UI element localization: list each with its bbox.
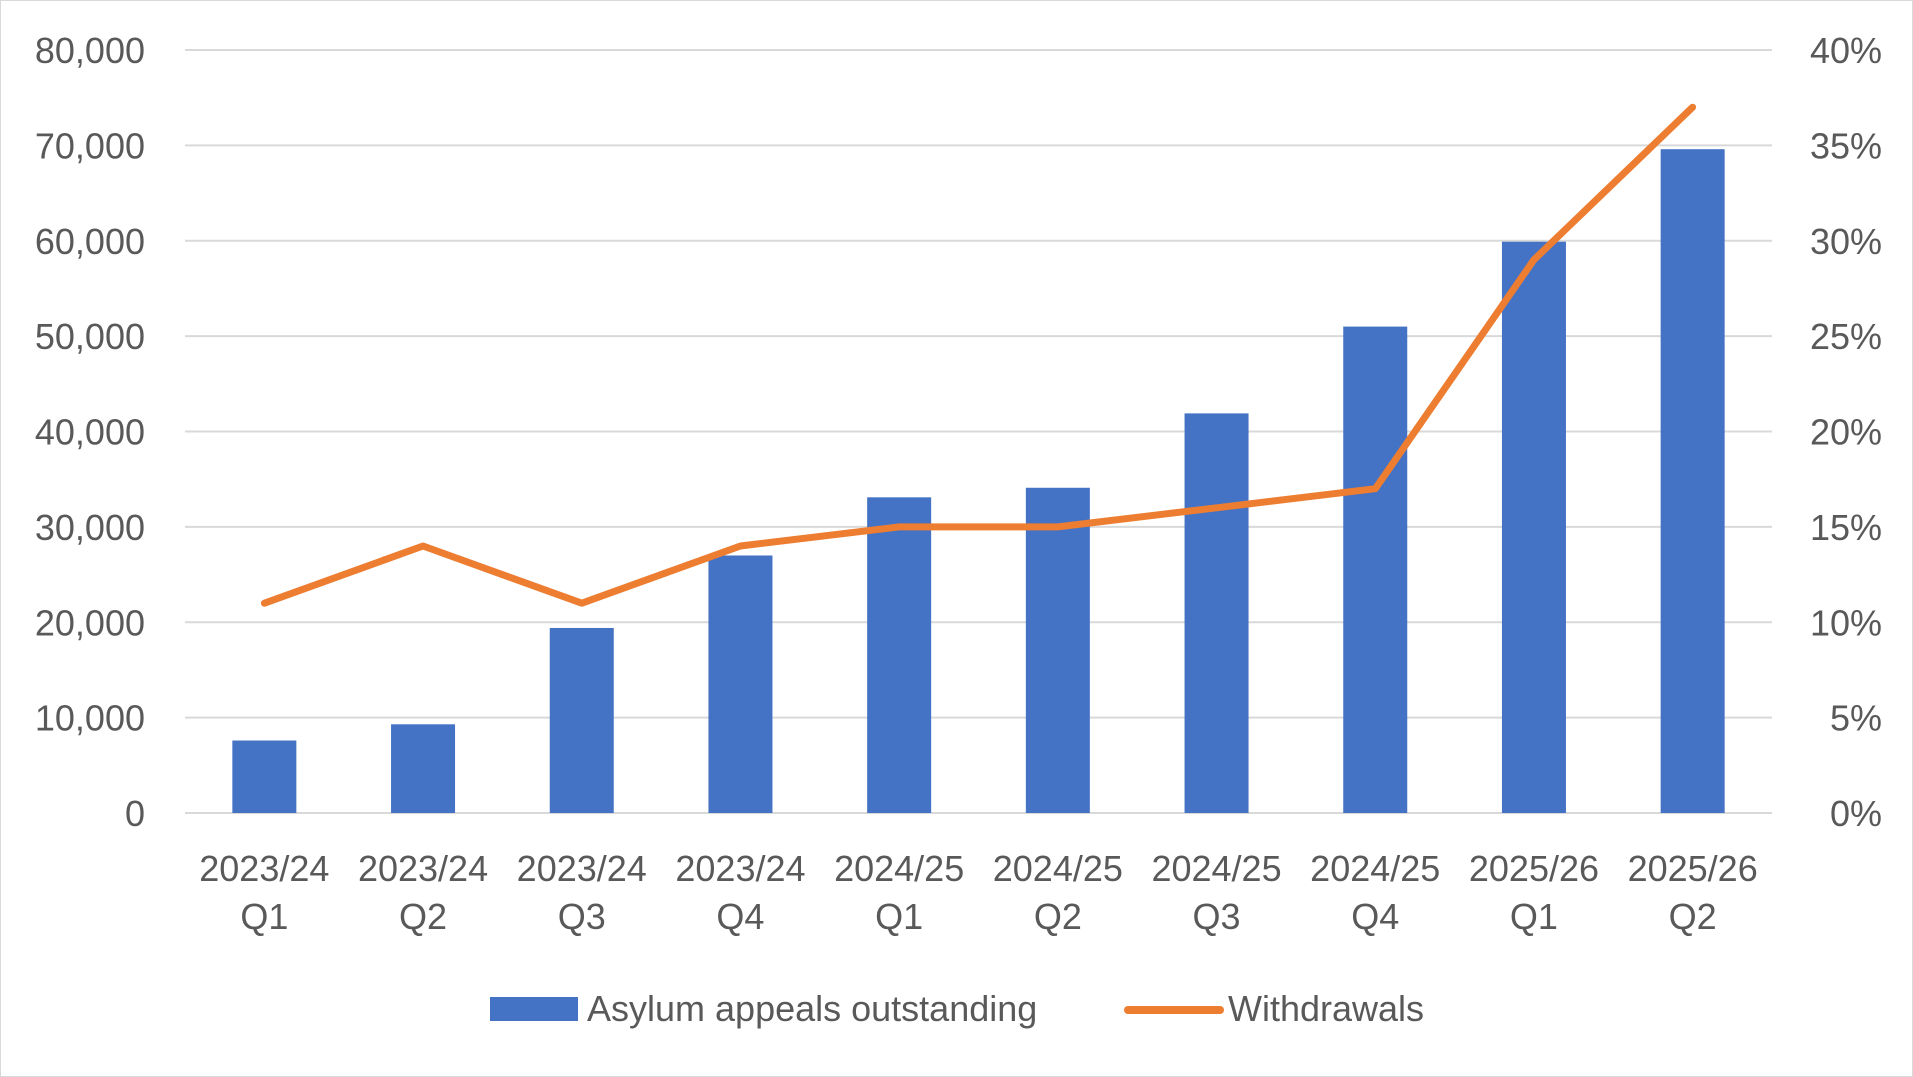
right-tick-label: 15% <box>1810 507 1882 548</box>
bar <box>1025 487 1090 813</box>
bar <box>1343 326 1408 813</box>
category-label-quarter: Q2 <box>1669 896 1717 937</box>
left-tick-label: 20,000 <box>35 602 145 643</box>
left-tick-label: 50,000 <box>35 316 145 357</box>
category-label-year: 2023/24 <box>517 848 647 889</box>
right-axis-ticks: 0% 5% 10% 15% 20% 25% 30% 35% 40% <box>1810 30 1882 834</box>
right-tick-label: 10% <box>1810 602 1882 643</box>
category-label-quarter: Q1 <box>875 896 923 937</box>
category-label-year: 2023/24 <box>199 848 329 889</box>
bar <box>549 627 614 813</box>
category-label-year: 2024/25 <box>834 848 964 889</box>
left-tick-label: 30,000 <box>35 507 145 548</box>
left-tick-label: 10,000 <box>35 698 145 739</box>
category-label-quarter: Q3 <box>558 896 606 937</box>
category-label-year: 2023/24 <box>675 848 805 889</box>
line-series <box>260 103 1697 607</box>
right-tick-label: 0% <box>1830 793 1882 834</box>
category-label-year: 2024/25 <box>993 848 1123 889</box>
right-tick-label: 35% <box>1810 125 1882 166</box>
category-axis-labels: 2023/24 Q1 2023/24 Q2 2023/24 Q3 2023/24 Q4 2024… <box>199 848 1757 937</box>
category-label-quarter: Q4 <box>1351 896 1399 937</box>
right-tick-label: 20% <box>1810 412 1882 453</box>
bar <box>232 740 297 813</box>
withdrawals-line <box>260 103 1697 607</box>
category-label-quarter: Q3 <box>1193 896 1241 937</box>
category-label-year: 2024/25 <box>1310 848 1440 889</box>
left-tick-label: 80,000 <box>35 30 145 71</box>
bar <box>1660 149 1725 813</box>
legend-swatch-bar <box>490 997 578 1021</box>
category-label-quarter: Q2 <box>1034 896 1082 937</box>
bar <box>1501 241 1566 814</box>
category-label-quarter: Q4 <box>716 896 764 937</box>
legend-label-line: Withdrawals <box>1228 988 1424 1029</box>
category-label-year: 2023/24 <box>358 848 488 889</box>
bar-series <box>232 149 1725 814</box>
left-axis-ticks: 0 10,000 20,000 30,000 40,000 50,000 60,000 70,… <box>35 30 145 834</box>
right-tick-label: 5% <box>1830 698 1882 739</box>
bar <box>1184 413 1249 813</box>
legend: Asylum appeals outstanding Withdrawals <box>490 988 1424 1029</box>
bar <box>867 497 932 813</box>
bar <box>708 555 773 813</box>
category-label-quarter: Q1 <box>240 896 288 937</box>
left-tick-label: 40,000 <box>35 412 145 453</box>
category-label-year: 2025/26 <box>1469 848 1599 889</box>
bar <box>391 724 456 813</box>
category-label-quarter: Q1 <box>1510 896 1558 937</box>
left-tick-label: 60,000 <box>35 221 145 262</box>
category-label-year: 2024/25 <box>1151 848 1281 889</box>
right-tick-label: 30% <box>1810 221 1882 262</box>
right-tick-label: 40% <box>1810 30 1882 71</box>
category-label-quarter: Q2 <box>399 896 447 937</box>
legend-label-bar: Asylum appeals outstanding <box>587 988 1037 1029</box>
left-tick-label: 0 <box>125 793 145 834</box>
right-tick-label: 25% <box>1810 316 1882 357</box>
left-tick-label: 70,000 <box>35 125 145 166</box>
category-label-year: 2025/26 <box>1628 848 1758 889</box>
